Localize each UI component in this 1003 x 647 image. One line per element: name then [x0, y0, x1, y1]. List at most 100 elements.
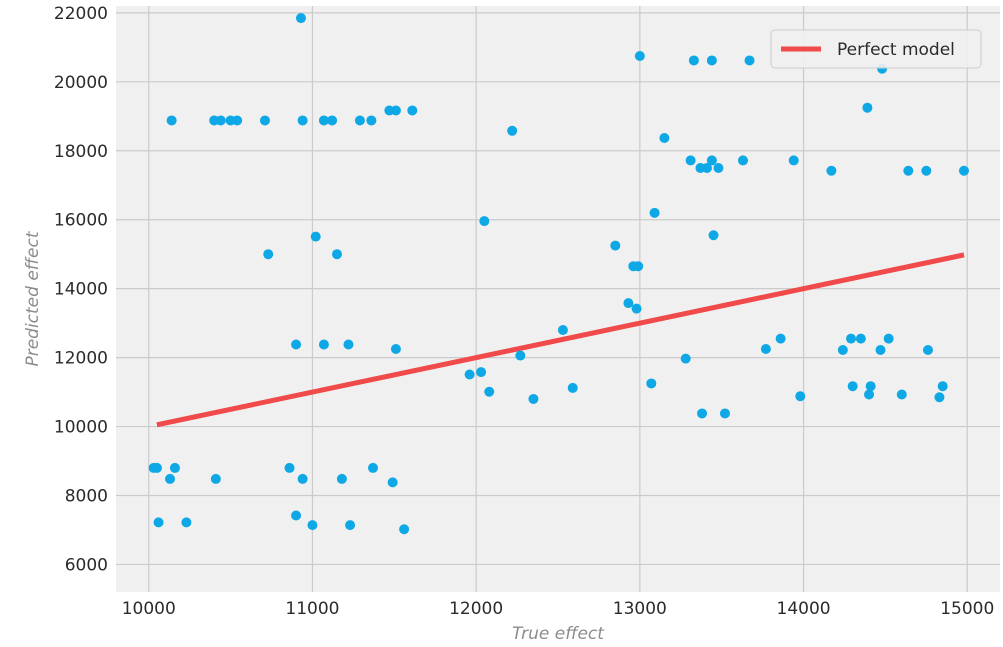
data-point: [631, 303, 642, 314]
data-point: [922, 345, 933, 356]
data-point: [649, 207, 660, 218]
data-point: [837, 345, 848, 356]
data-point: [151, 462, 162, 473]
data-point: [865, 381, 876, 392]
data-point: [181, 517, 192, 528]
y-tick-label: 8000: [65, 486, 108, 506]
data-point: [336, 473, 347, 484]
data-point: [484, 386, 495, 397]
data-point: [706, 155, 717, 166]
data-point: [610, 240, 621, 251]
data-point: [685, 155, 696, 166]
data-point: [169, 462, 180, 473]
x-tick-label: 14000: [777, 599, 831, 619]
data-point: [332, 249, 342, 260]
plot-background: [116, 6, 1000, 592]
data-point: [788, 155, 799, 166]
data-point: [826, 165, 837, 176]
data-point: [862, 102, 873, 113]
data-point: [623, 298, 634, 309]
data-point: [719, 408, 730, 419]
data-point: [528, 393, 539, 404]
data-point: [937, 381, 948, 392]
plot-area: [116, 6, 1000, 592]
data-point: [680, 353, 691, 364]
data-point: [259, 115, 270, 126]
data-point: [387, 477, 398, 488]
grid-lines: [116, 6, 1000, 592]
x-tick-label: 13000: [613, 599, 667, 619]
data-point: [399, 524, 410, 535]
perfect-model-line: [156, 252, 965, 428]
data-point: [697, 408, 708, 419]
y-tick-label: 18000: [54, 142, 108, 162]
data-point: [713, 163, 724, 174]
data-point: [706, 55, 717, 66]
y-axis-title: Predicted effect: [23, 230, 43, 366]
data-point: [659, 133, 670, 144]
data-point: [284, 462, 295, 473]
x-tick-label: 11000: [285, 599, 339, 619]
data-point: [297, 473, 308, 484]
data-point: [390, 105, 401, 116]
data-point: [318, 115, 329, 126]
data-point: [215, 115, 226, 126]
x-tick-label: 15000: [940, 599, 994, 619]
data-point: [166, 115, 177, 126]
data-point: [368, 462, 379, 473]
data-point: [343, 339, 354, 350]
y-tick-label: 10000: [54, 418, 108, 438]
data-point: [847, 381, 858, 392]
data-point: [515, 350, 526, 361]
data-point: [307, 520, 318, 531]
data-point: [567, 382, 578, 393]
data-point: [366, 115, 377, 126]
data-point: [165, 473, 176, 484]
data-point: [795, 391, 806, 402]
data-point: [297, 115, 308, 126]
data-point: [921, 165, 932, 176]
x-axis-tick-labels: 10000 11000 12000 13000 14000 15000: [122, 599, 995, 619]
data-point: [934, 392, 945, 403]
data-point: [318, 339, 329, 350]
y-tick-label: 12000: [54, 349, 108, 369]
data-point: [864, 389, 875, 400]
data-point: [855, 333, 866, 344]
data-point: [390, 343, 401, 354]
data-point: [958, 165, 969, 176]
data-point: [210, 473, 221, 484]
y-tick-label: 20000: [54, 73, 108, 93]
data-point: [291, 510, 302, 521]
y-tick-label: 14000: [54, 280, 108, 300]
data-point: [875, 345, 886, 356]
data-point: [701, 163, 712, 174]
data-point: [557, 325, 568, 336]
data-point: [708, 230, 719, 241]
data-point: [263, 249, 274, 260]
data-point: [775, 333, 786, 344]
data-point: [464, 369, 475, 380]
data-point: [896, 389, 907, 400]
legend: Perfect model: [770, 29, 982, 69]
x-tick-label: 12000: [449, 599, 503, 619]
x-tick-label: 10000: [122, 599, 176, 619]
data-point: [327, 115, 338, 126]
data-point: [634, 50, 645, 61]
data-point: [688, 55, 699, 66]
data-point: [760, 343, 771, 354]
line-series: [156, 252, 965, 428]
data-point: [507, 125, 518, 136]
y-tick-label: 6000: [65, 555, 108, 575]
data-point: [345, 520, 356, 531]
data-point: [153, 517, 164, 528]
data-point: [846, 333, 857, 344]
data-point: [479, 216, 490, 227]
data-point: [883, 333, 894, 344]
data-point: [744, 55, 755, 66]
x-axis-title: True effect: [512, 624, 605, 644]
y-tick-label: 16000: [54, 211, 108, 231]
data-point: [310, 231, 321, 242]
data-point: [354, 115, 365, 126]
data-point: [903, 165, 914, 176]
